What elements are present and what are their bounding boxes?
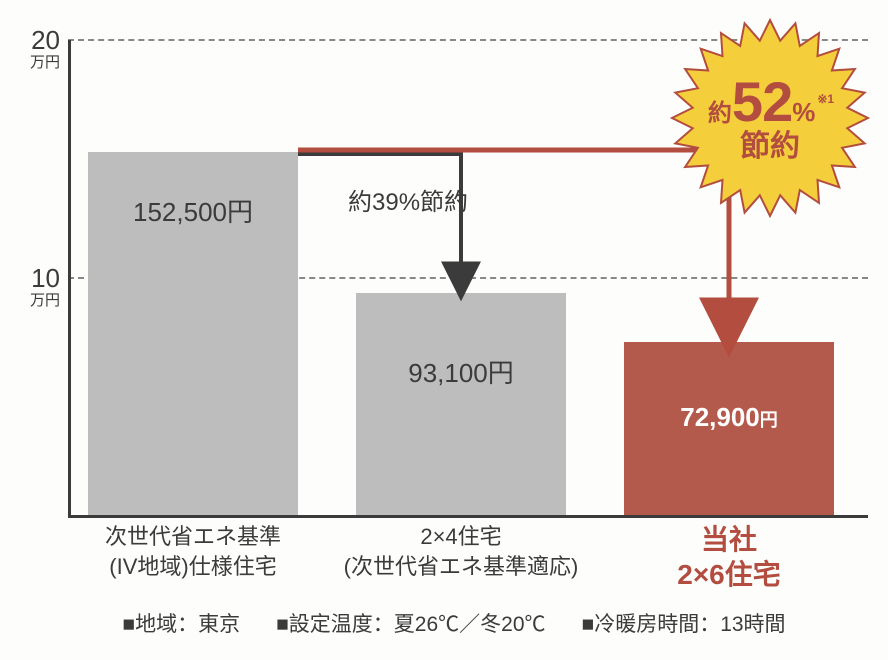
ylabel-20: 20 万円 [14, 27, 60, 70]
xlabel-legacy-l1: 次世代省エネ基準 [105, 524, 281, 549]
ylabel-20-unit: 万円 [14, 55, 60, 70]
xlabel-legacy: 次世代省エネ基準 (IV地域)仕様住宅 [58, 522, 328, 581]
starburst-text: 約 52 % ※1 節約 [670, 18, 870, 218]
burst-row2: 節約 [740, 132, 800, 162]
xlabel-2x6-l2: 2×6住宅 [677, 559, 781, 590]
ylabel-10: 10 万円 [14, 265, 60, 308]
bar-2x4: 93,100円 [356, 293, 566, 515]
chart-footnotes: ■地域：東京 ■設定温度：夏26℃／冬20℃ ■冷暖房時間：13時間 [40, 608, 868, 638]
xlabel-2x4-l2: (次世代省エネ基準適応) [344, 554, 579, 579]
note-temp: ■設定温度：夏26℃／冬20℃ [276, 608, 545, 638]
ylabel-20-num: 20 [31, 25, 60, 55]
note-hours: ■冷暖房時間：13時間 [582, 608, 786, 638]
xlabel-legacy-l2: (IV地域)仕様住宅 [109, 554, 276, 579]
savings-starburst: 約 52 % ※1 節約 [670, 18, 870, 218]
bar-legacy-value: 152,500円 [88, 192, 298, 229]
xlabel-2x6-l1: 当社 [701, 524, 757, 555]
bar-2x6-value: 72,900円 [624, 402, 834, 433]
burst-pct: % [792, 99, 815, 125]
xlabel-2x4: 2×4住宅 (次世代省エネ基準適応) [326, 522, 596, 581]
ylabel-10-num: 10 [31, 263, 60, 293]
ylabel-10-unit: 万円 [14, 293, 60, 308]
burst-note: ※1 [817, 93, 834, 105]
bar-2x6-value-num: 72,900 [680, 402, 760, 432]
bar-2x6: 72,900円 [624, 342, 834, 516]
cost-comparison-chart: 20 万円 10 万円 152,500円 93,100円 72,900円 次世代… [0, 0, 888, 660]
xlabel-2x4-l1: 2×4住宅 [420, 524, 501, 549]
x-axis [68, 515, 868, 518]
note-region: ■地域：東京 [122, 608, 240, 638]
y-axis [68, 40, 71, 515]
burst-big: 52 [732, 74, 792, 130]
burst-yaku: 約 [708, 102, 732, 126]
bar-legacy-standard: 152,500円 [88, 152, 298, 515]
arrow-39pct-label: 約39%節約 [348, 182, 468, 217]
bar-2x4-value: 93,100円 [356, 353, 566, 390]
bar-2x6-value-yen: 円 [760, 410, 778, 430]
xlabel-2x6: 当社 2×6住宅 [594, 522, 864, 592]
